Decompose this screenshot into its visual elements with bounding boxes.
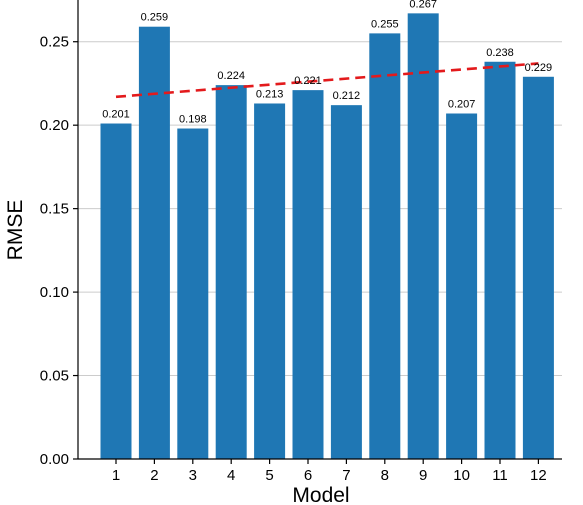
x-tick-label: 5: [265, 467, 273, 484]
y-tick-label: 0.25: [40, 34, 69, 51]
bar-data-label: 0.267: [409, 0, 437, 10]
x-tick-label: 3: [189, 467, 197, 484]
bar: [330, 105, 362, 460]
x-tick-label: 1: [112, 467, 120, 484]
axes: 0.000.050.100.150.200.251 2 3 4 5 6 7 8 9 10 11 12: [40, 0, 562, 484]
y-tick-label: 0.00: [40, 451, 69, 468]
x-tick-label: 8: [381, 467, 389, 484]
y-axis-title: RMSE: [4, 200, 27, 261]
bar-data-label: 0.201: [102, 109, 130, 121]
y-tick-label: 0.10: [40, 284, 69, 301]
bar: [100, 123, 132, 459]
bar-data-label: 0.229: [525, 62, 553, 74]
bar-data-label: 0.212: [333, 90, 361, 102]
x-tick-label: 12: [530, 467, 547, 484]
x-tick-label: 10: [453, 467, 470, 484]
x-axis-title: Model: [292, 484, 349, 505]
bar: [369, 33, 401, 460]
bar-data-label: 0.259: [141, 12, 169, 24]
bar: [254, 103, 286, 459]
bar-data-label: 0.255: [371, 18, 399, 30]
data-labels: 0.201 0.259 0.198 0.224 0.213 0.221 0.212 0.255…: [102, 0, 552, 126]
y-tick-label: 0.20: [40, 117, 69, 134]
bar-data-label: 0.221: [294, 75, 322, 87]
x-tick-label: 7: [342, 467, 350, 484]
bar-data-label: 0.207: [448, 98, 476, 110]
bars: [100, 13, 554, 460]
bar-data-label: 0.224: [217, 70, 245, 82]
bar: [407, 13, 439, 460]
x-tick-label: 11: [492, 467, 508, 484]
bar-data-label: 0.213: [256, 88, 284, 100]
bar: [177, 128, 209, 459]
x-tick-label: 9: [419, 467, 427, 484]
bar: [292, 90, 324, 459]
trendline: [115, 62, 539, 99]
bar: [522, 76, 554, 459]
y-tick-label: 0.15: [40, 201, 69, 218]
bar: [446, 113, 478, 460]
trendline-group: [115, 62, 539, 99]
bar: [138, 26, 170, 460]
bar-data-label: 0.238: [486, 47, 514, 59]
y-tick-label: 0.05: [40, 368, 69, 385]
bar: [484, 61, 516, 460]
x-tick-label: 4: [227, 467, 235, 484]
x-tick-label: 2: [150, 467, 158, 484]
x-tick-label: 6: [304, 467, 312, 484]
bar: [215, 85, 247, 460]
bar-data-label: 0.198: [179, 114, 207, 126]
